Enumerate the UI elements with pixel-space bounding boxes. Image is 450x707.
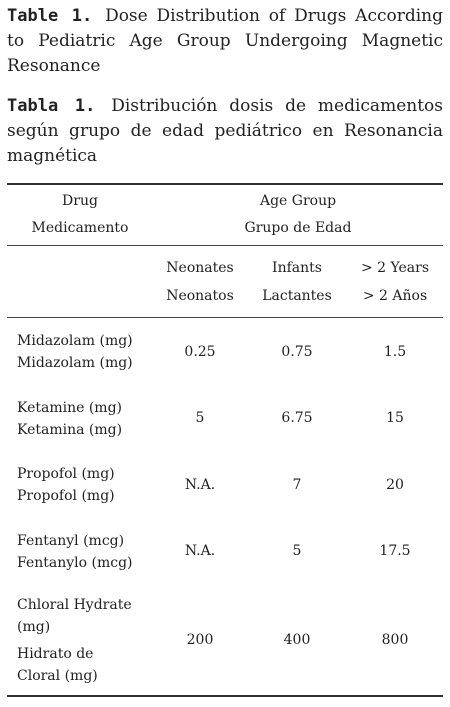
value-neonates: 200 — [186, 632, 214, 648]
drug-name-es: Midazolam (mg) — [17, 355, 133, 371]
value-infants: 5 — [292, 543, 302, 559]
value-neonates: 5 — [195, 410, 205, 426]
header-age-group-en: Age Group — [259, 193, 337, 209]
drug-name-es-line2: Cloral (mg) — [17, 668, 98, 684]
col-over-2-years-en: > 2 Years — [360, 260, 430, 276]
value-infants: 400 — [283, 632, 311, 648]
drug-name-en-line2: (mg) — [17, 619, 51, 635]
header-drug-en: Drug — [62, 193, 98, 209]
col-neonates-en: Neonates — [166, 260, 234, 276]
col-infants-en: Infants — [272, 260, 322, 276]
caption-spanish-label: Tabla 1. — [7, 96, 96, 116]
drug-name-es: Fentanylo (mcg) — [17, 555, 133, 571]
drug-name-es: Propofol (mg) — [17, 488, 115, 504]
col-neonates-es: Neonatos — [166, 288, 234, 304]
drug-name-en: Propofol (mg) — [17, 466, 115, 482]
drug-name-en: Midazolam (mg) — [17, 333, 133, 349]
value-neonates: N.A. — [184, 543, 216, 559]
value-over-2-years: 20 — [386, 477, 404, 493]
caption-english: Table 1. Dose Distribution of Drugs Acco… — [7, 4, 443, 79]
col-infants-es: Lactantes — [262, 288, 332, 304]
caption-spanish: Tabla 1. Distribución dosis de medicamen… — [7, 94, 443, 169]
value-over-2-years: 17.5 — [379, 543, 411, 559]
value-over-2-years: 15 — [386, 410, 404, 426]
drug-name-en-line1: Chloral Hydrate — [17, 597, 132, 613]
header-age-group-es: Grupo de Edad — [244, 220, 352, 236]
value-neonates: N.A. — [184, 477, 216, 493]
header-divider-rule — [7, 245, 443, 246]
header-drug-es: Medicamento — [31, 220, 129, 236]
value-infants: 0.75 — [281, 344, 313, 360]
table-bottom-rule — [7, 695, 443, 697]
value-over-2-years: 800 — [381, 632, 409, 648]
drug-name-en: Ketamine (mg) — [17, 400, 123, 416]
table-top-rule — [7, 183, 443, 185]
value-infants: 7 — [292, 477, 302, 493]
value-over-2-years: 1.5 — [383, 344, 407, 360]
value-infants: 6.75 — [281, 410, 313, 426]
caption-english-text: Dose Distribution of Drugs According to … — [7, 6, 443, 76]
caption-english-label: Table 1. — [7, 6, 93, 26]
drug-name-en: Fentanyl (mcg) — [17, 533, 125, 549]
caption-spanish-text: Distribución dosis de medicamentos según… — [7, 96, 443, 166]
col-over-2-years-es: > 2 Años — [362, 288, 428, 304]
drug-name-es-line1: Hidrato de — [17, 646, 94, 662]
value-neonates: 0.25 — [184, 344, 216, 360]
drug-name-es: Ketamina (mg) — [17, 422, 123, 438]
subheader-divider-rule — [7, 317, 443, 318]
